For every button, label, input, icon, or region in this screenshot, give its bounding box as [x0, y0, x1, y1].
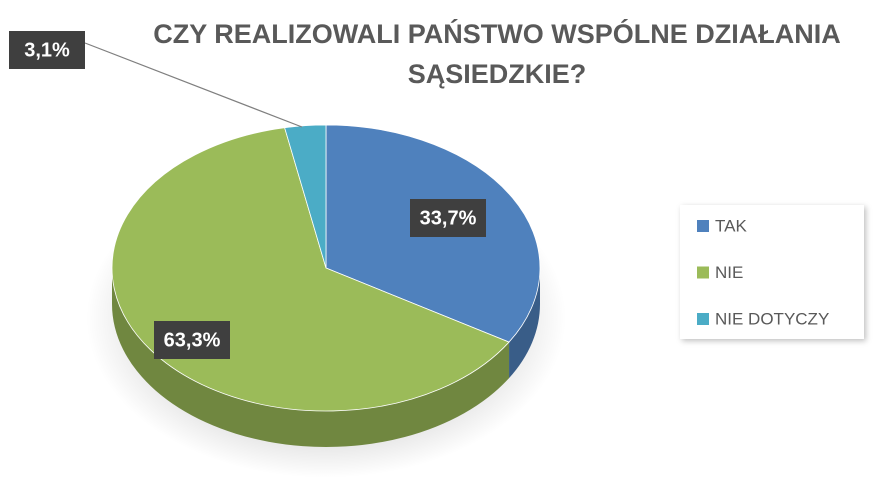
data-label-box — [9, 31, 85, 69]
slice-side — [112, 268, 510, 447]
data-label: 3,1% — [24, 39, 70, 61]
legend-label: TAK — [715, 216, 747, 235]
slice — [284, 124, 327, 269]
legend-box — [680, 205, 864, 339]
leader-line — [84, 42, 303, 128]
chart-title: CZY REALIZOWALI PAŃSTWO WSPÓLNE DZIAŁANI… — [153, 19, 841, 89]
slice-side — [509, 268, 540, 379]
data-label: 33,7% — [420, 207, 477, 229]
legend-label: NIE DOTYCZY — [715, 309, 829, 328]
legend-swatch — [697, 313, 709, 325]
data-label-box — [154, 321, 230, 359]
legend-swatch — [697, 220, 709, 232]
legend-swatch — [697, 266, 709, 279]
legend-label: NIE — [715, 263, 743, 282]
data-label-box — [410, 199, 486, 237]
data-label: 63,3% — [164, 329, 221, 351]
